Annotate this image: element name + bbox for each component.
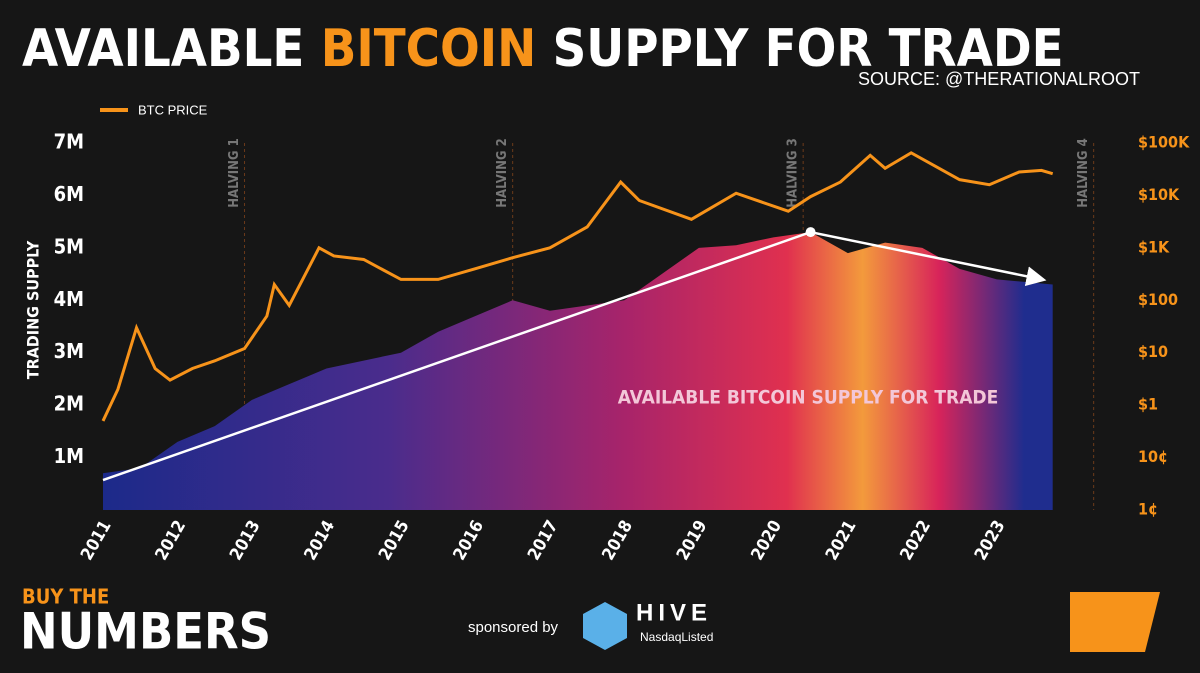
title-part: SUPPLY FOR TRADE — [553, 19, 1064, 79]
y2-tick-label: $10K — [1138, 185, 1180, 204]
x-tick-label: 2016 — [449, 517, 488, 564]
title-part: AVAILABLE — [22, 19, 304, 79]
y-tick-label: 7M — [54, 130, 84, 154]
y-tick-label: 5M — [54, 234, 84, 258]
halving-label: HALVING 2 — [495, 138, 510, 208]
x-tick-label: 2019 — [673, 517, 712, 564]
corner-logo — [1070, 592, 1160, 652]
y2-tick-label: $1 — [1138, 395, 1158, 414]
sponsor-logo — [583, 602, 627, 650]
trend-point — [805, 227, 816, 238]
x-tick-label: 2011 — [77, 517, 116, 564]
y2-tick-label: $1K — [1138, 237, 1170, 256]
x-tick-label: 2017 — [524, 517, 563, 564]
legend-label: BTC PRICE — [138, 102, 208, 117]
sponsor-sub: NasdaqListed — [640, 630, 713, 644]
brand: NUMBERS — [20, 603, 271, 661]
source: SOURCE: @THERATIONALROOT — [858, 69, 1140, 89]
y-tick-label: 2M — [54, 392, 84, 416]
y2-tick-label: 10¢ — [1138, 447, 1168, 466]
sponsor: HIVE — [636, 599, 712, 626]
x-tick-label: 2023 — [971, 517, 1010, 564]
x-tick-label: 2015 — [375, 517, 414, 564]
brand-top: BUY THE — [22, 585, 109, 609]
x-tick-label: 2022 — [896, 517, 935, 564]
halving-label: HALVING 4 — [1076, 138, 1091, 208]
y-tick-label: 3M — [54, 339, 84, 363]
x-tick-label: 2012 — [152, 517, 191, 564]
halving-label: HALVING 1 — [227, 138, 242, 208]
y-axis-title: TRADING SUPPLY — [24, 240, 43, 379]
y-tick-label: 1M — [54, 444, 84, 468]
y2-tick-label: $10 — [1138, 342, 1168, 361]
halving-label: HALVING 3 — [786, 138, 801, 208]
sponsor-text: sponsored by — [468, 619, 559, 636]
y2-tick-label: $100K — [1138, 133, 1190, 152]
x-tick-label: 2021 — [822, 517, 861, 564]
chart-title: AVAILABLE BITCOIN SUPPLY FOR TRADE — [22, 19, 1064, 79]
x-tick-label: 2020 — [747, 517, 786, 564]
y-tick-label: 4M — [54, 287, 84, 311]
y2-tick-label: $100 — [1138, 290, 1178, 309]
supply-area — [103, 232, 1053, 510]
area-label: AVAILABLE BITCOIN SUPPLY FOR TRADE — [618, 387, 999, 409]
x-tick-label: 2014 — [301, 517, 340, 564]
y-tick-label: 6M — [54, 182, 84, 206]
x-tick-label: 2013 — [226, 517, 265, 564]
y2-tick-label: 1¢ — [1138, 500, 1158, 519]
title-part: BITCOIN — [321, 19, 537, 79]
x-tick-label: 2018 — [598, 517, 637, 564]
price-line — [101, 151, 1054, 422]
